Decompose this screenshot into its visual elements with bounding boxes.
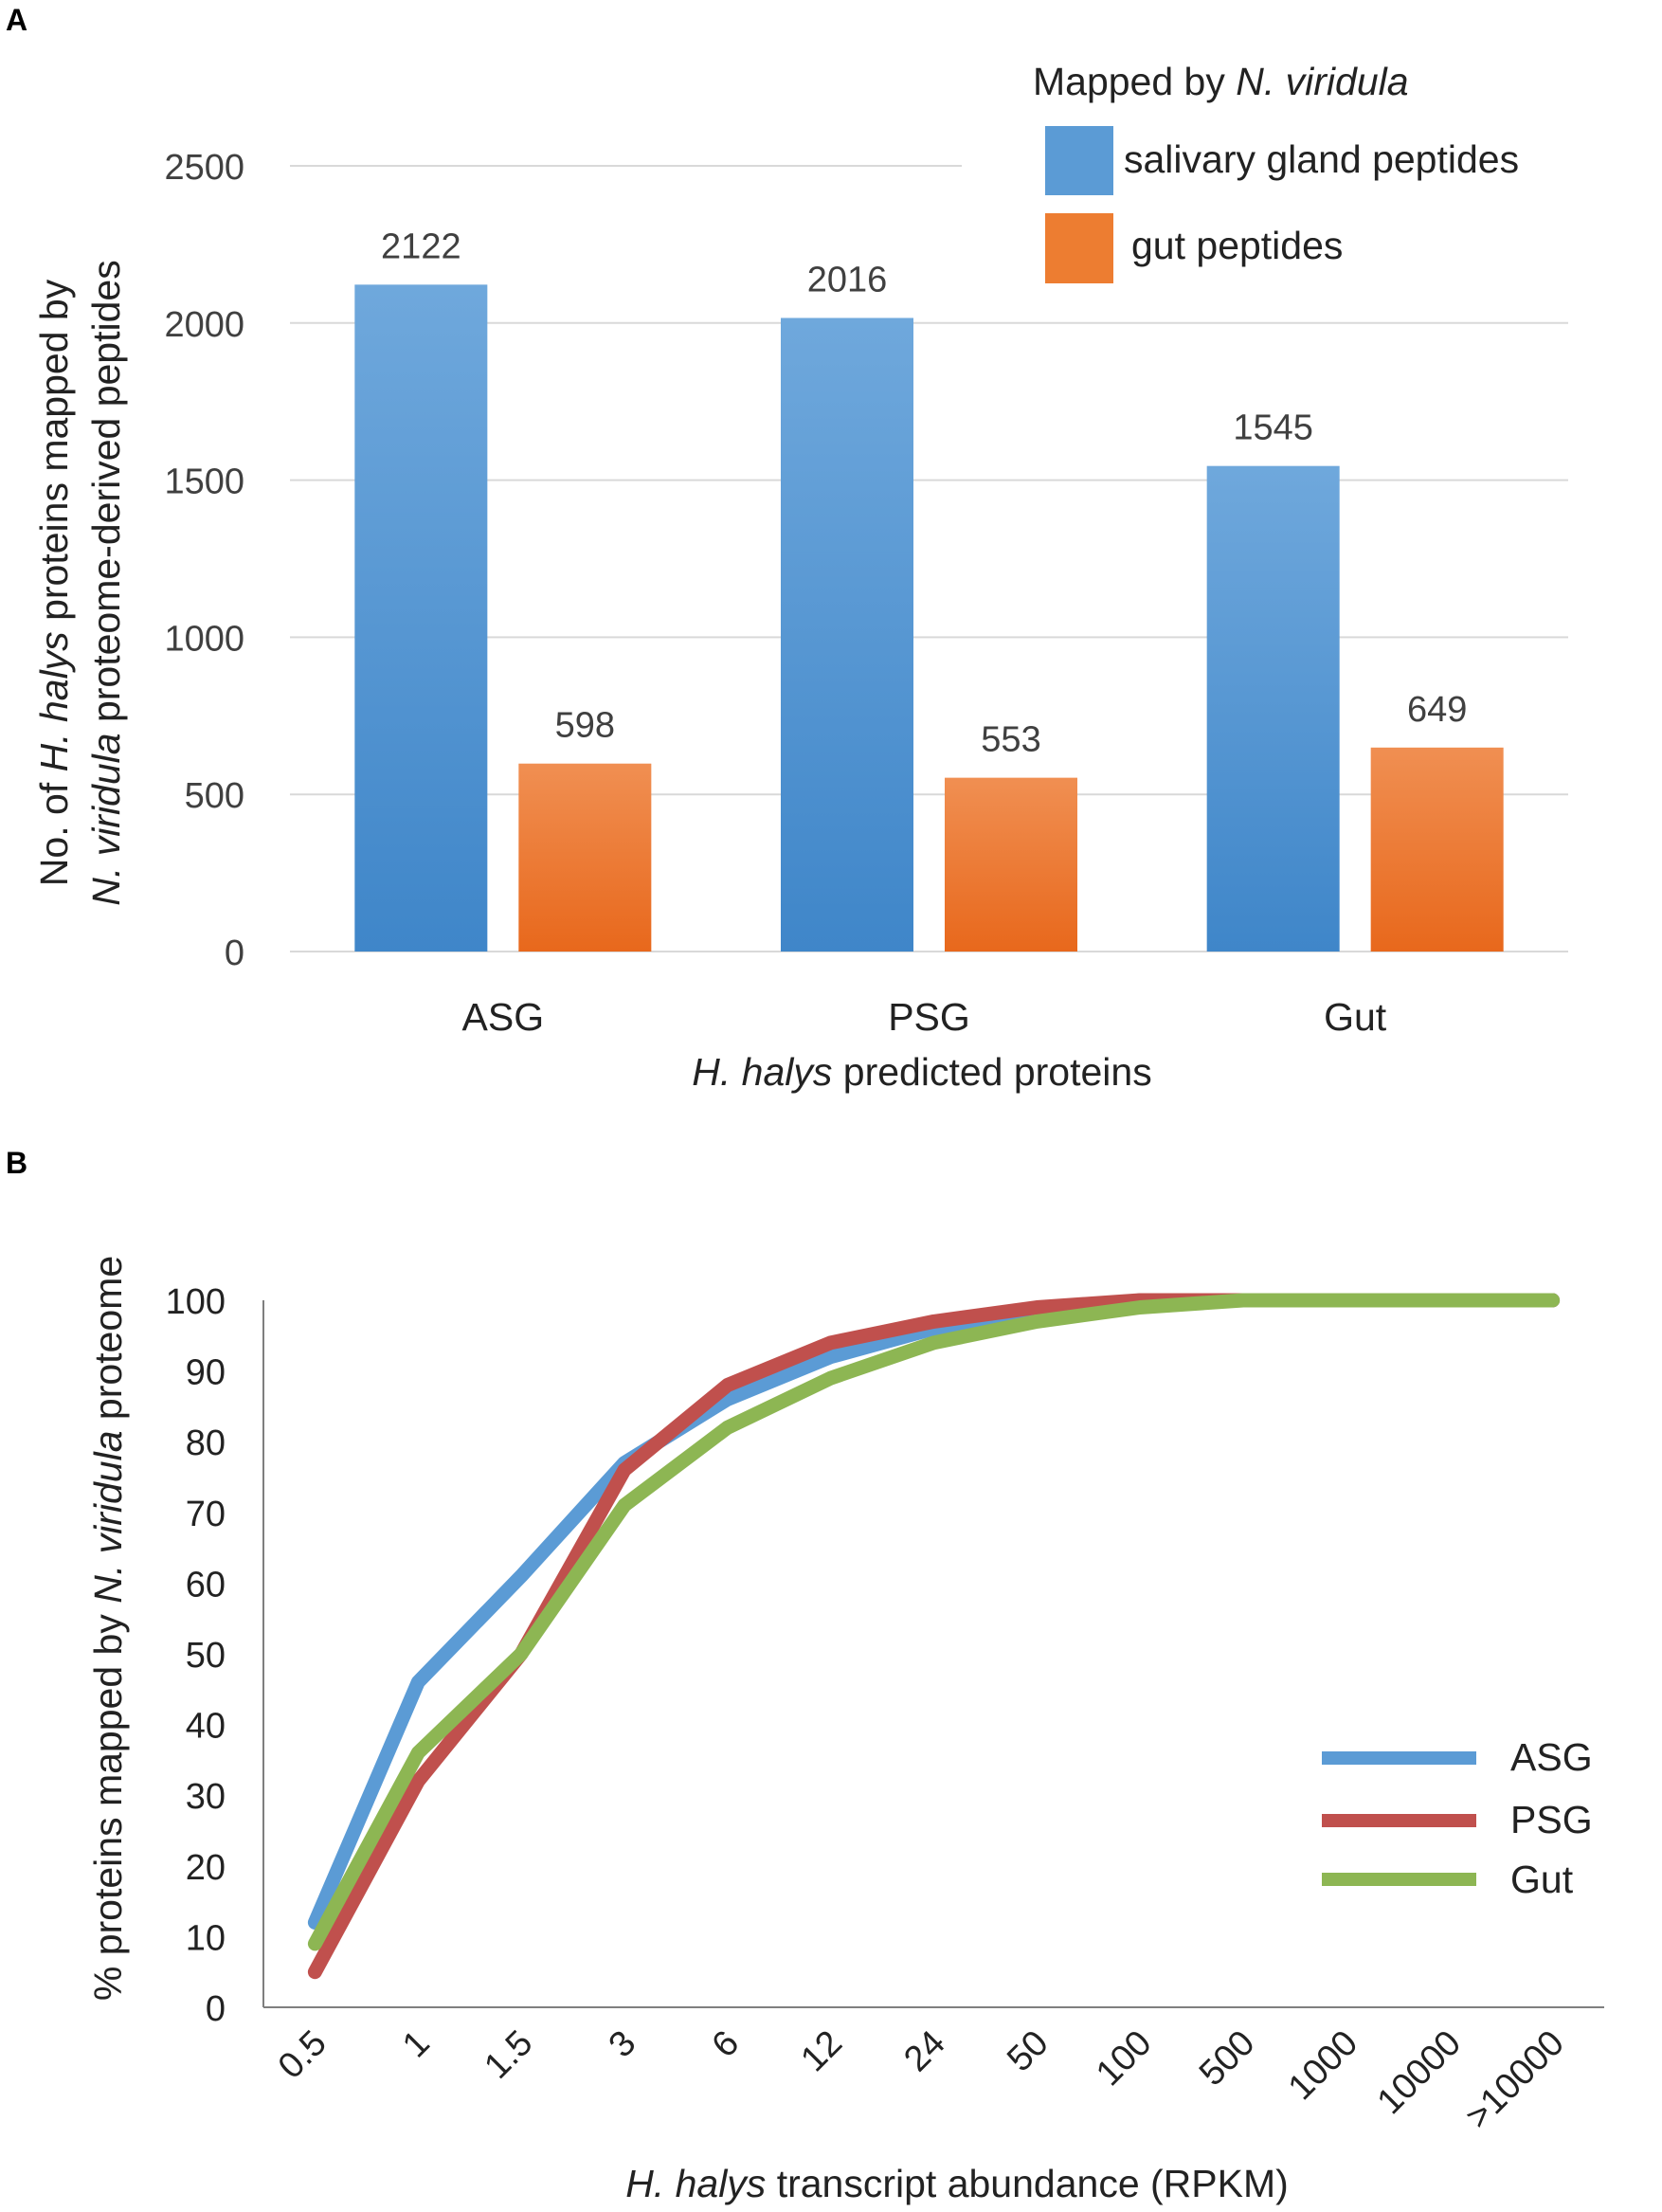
bar-gut-gut	[1370, 747, 1504, 952]
line-chart-y-title: % proteins mapped by N. viridula proteom…	[86, 1256, 130, 2001]
x-tick-label: 50	[1000, 2023, 1057, 2080]
y-tick-label: 0	[225, 934, 244, 973]
y-tick-label: 500	[185, 776, 244, 816]
y-tick-label: 2500	[164, 148, 244, 188]
bar-y-title-line1-prefix: No. of	[32, 771, 76, 886]
legend-title: Mapped by N. viridula	[1033, 60, 1409, 103]
y-tick-label: 1500	[164, 462, 244, 502]
bar-chart-legend: Mapped by N. viridula salivary gland pep…	[1033, 60, 1519, 283]
legend-label-salivary: salivary gland peptides	[1124, 137, 1519, 181]
bar-psg-gut	[945, 777, 1077, 952]
legend-label-gut: gut peptides	[1131, 224, 1343, 267]
panel-label-b: B	[6, 1146, 27, 1180]
line-y-title-prefix: % proteins mapped by	[86, 1604, 130, 2001]
bar-chart-gridlines	[290, 165, 1568, 952]
line-x-title-italic: H. halys	[625, 2162, 766, 2205]
legend-swatch-gut	[1045, 213, 1113, 283]
bar-asg-salivary	[354, 284, 488, 952]
legend-title-prefix: Mapped by	[1033, 60, 1236, 103]
bar-value-label: 2122	[381, 227, 461, 266]
y-tick-label: 80	[186, 1423, 226, 1463]
x-tick-label: 10000	[1370, 2023, 1469, 2122]
bar-value-label: 2016	[807, 260, 888, 299]
line-chart-series	[307, 1293, 1561, 1980]
y-tick-label: 100	[166, 1282, 226, 1322]
x-tick-label: 6	[705, 2023, 748, 2066]
y-tick-label: 1000	[164, 619, 244, 659]
bar-value-label: 598	[555, 706, 615, 746]
line-x-title-rest: transcript abundance (RPKM)	[766, 2162, 1288, 2205]
bar-y-title-line1-rest: proteins mapped by	[32, 279, 76, 631]
line-y-title-text: % proteins mapped by N. viridula proteom…	[86, 1256, 130, 2001]
legend-title-italic: N. viridula	[1236, 60, 1408, 103]
bar-y-title-line2-italic: N. viridula	[84, 733, 128, 905]
bar-chart-x-title: H. halys predicted proteins	[692, 1050, 1151, 1094]
legend-label-psg: PSG	[1510, 1798, 1593, 1841]
line-chart: 0 10 20 30 40 50 60 70 80 90 100 0.5 1 1.5 3 6 12 24 50 10…	[86, 1256, 1604, 2205]
x-tick-label: 1	[395, 2023, 438, 2066]
series-line-asg	[307, 1293, 1561, 1930]
series-line-psg	[307, 1293, 1561, 1980]
y-tick-label: 0	[206, 1989, 226, 2029]
x-tick-label: ASG	[462, 995, 545, 1039]
bar-value-label: 649	[1407, 690, 1467, 730]
bar-x-title-italic: H. halys	[692, 1050, 832, 1094]
bar-psg-salivary	[781, 317, 913, 952]
y-tick-label: 90	[186, 1353, 226, 1393]
bar-y-title-line2: N. viridula proteome-derived peptides	[84, 260, 128, 905]
x-tick-label: 3	[602, 2023, 644, 2066]
line-y-title-rest: proteome	[86, 1256, 130, 1431]
y-tick-label: 70	[186, 1495, 226, 1534]
x-tick-label: PSG	[888, 995, 970, 1039]
x-tick-label: 12	[793, 2023, 850, 2080]
legend-label-asg: ASG	[1510, 1735, 1593, 1779]
line-chart-x-ticks: 0.5 1 1.5 3 6 12 24 50 100 500 1000 10000>10000	[271, 2023, 1572, 2137]
line-chart-axes	[262, 1300, 1604, 2008]
x-tick-label: Gut	[1324, 995, 1387, 1039]
bar-value-label: 1545	[1233, 408, 1313, 448]
bar-value-label: 553	[981, 720, 1040, 760]
x-tick-label: >10000	[1458, 2023, 1572, 2137]
bar-chart-y-title: No. of H. halys proteins mapped by N. vi…	[32, 260, 128, 905]
y-tick-label: 2000	[164, 305, 244, 345]
line-chart-x-title: H. halys transcript abundance (RPKM)	[625, 2162, 1289, 2205]
y-tick-label: 10	[186, 1918, 226, 1958]
x-tick-label: 1000	[1281, 2023, 1365, 2108]
y-tick-label: 40	[186, 1707, 226, 1747]
bar-chart-data-labels: 2122 598 2016 553 1545 649	[381, 227, 1467, 759]
y-tick-label: 30	[186, 1777, 226, 1817]
bar-x-title-rest: predicted proteins	[832, 1050, 1151, 1094]
bar-chart-x-ticks: ASG PSG Gut	[462, 995, 1387, 1039]
panel-label-a: A	[6, 3, 27, 37]
bar-y-title-line2-rest: proteome-derived peptides	[84, 260, 128, 733]
bar-chart-bars	[354, 284, 1504, 952]
y-tick-label: 20	[186, 1848, 226, 1888]
x-tick-label: 24	[896, 2023, 953, 2080]
line-chart-y-ticks: 0 10 20 30 40 50 60 70 80 90 100	[166, 1282, 226, 2029]
legend-label-gut-line: Gut	[1510, 1858, 1574, 1901]
bar-gut-salivary	[1206, 465, 1340, 952]
line-y-title-italic: N. viridula	[86, 1430, 130, 1603]
bar-chart: 0 500 1000 1500 2000 2500 2122 598 2016 553 1545 6…	[32, 60, 1568, 1094]
x-tick-label: 100	[1089, 2023, 1160, 2094]
legend-swatch-salivary	[1045, 126, 1113, 195]
bar-y-title-line1: No. of H. halys proteins mapped by	[32, 279, 76, 886]
x-tick-label: 0.5	[271, 2023, 334, 2087]
x-tick-label: 1.5	[477, 2023, 540, 2087]
series-line-gut	[307, 1293, 1561, 1951]
line-chart-legend: ASG PSG Gut	[1322, 1735, 1593, 1901]
bar-y-title-line1-italic: H. halys	[32, 631, 76, 771]
y-tick-label: 50	[186, 1636, 226, 1676]
y-tick-label: 60	[186, 1565, 226, 1605]
bar-asg-gut	[518, 763, 652, 952]
bar-chart-y-ticks: 0 500 1000 1500 2000 2500	[164, 148, 244, 973]
x-tick-label: 500	[1192, 2023, 1263, 2094]
